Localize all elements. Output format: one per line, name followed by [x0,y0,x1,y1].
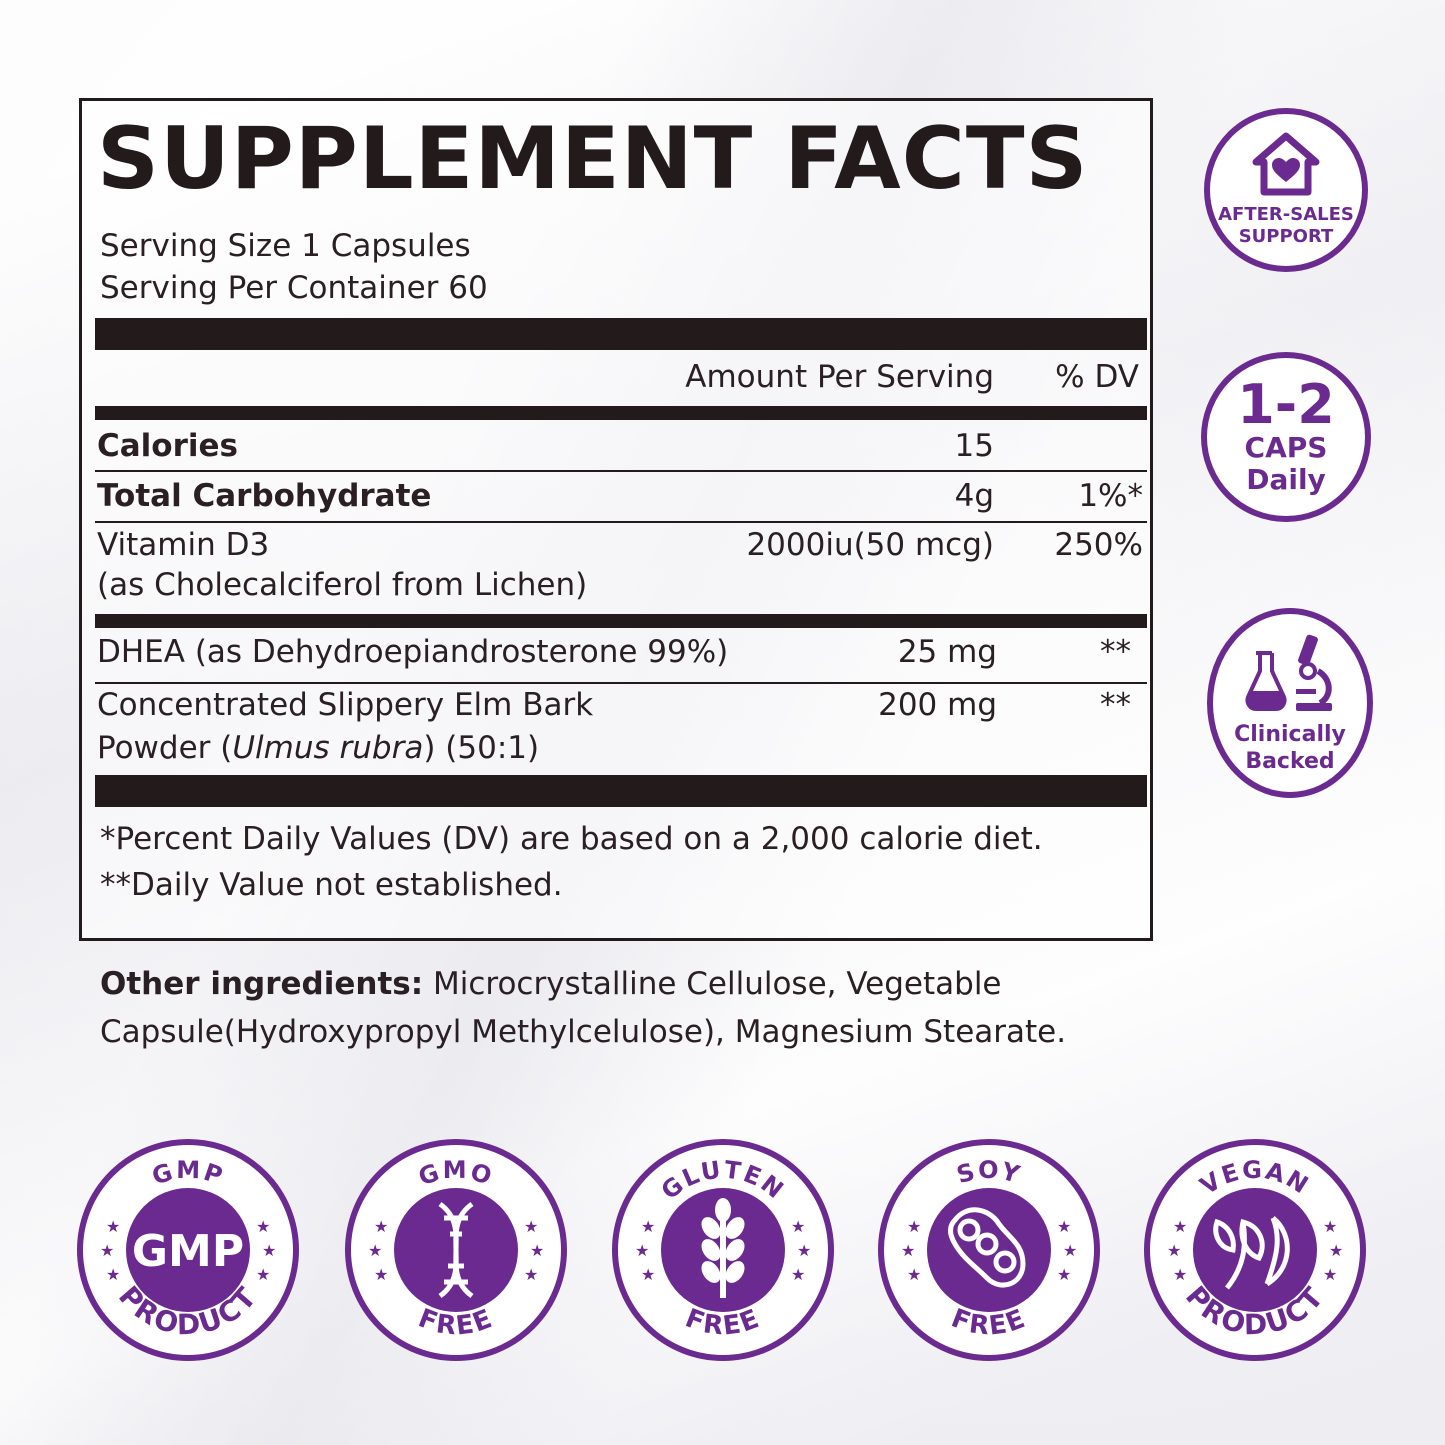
svg-text:★: ★ [1173,1217,1187,1236]
row-amount-calories: 15 [954,428,994,464]
svg-text:★: ★ [791,1265,805,1284]
thick-divider [95,318,1147,350]
row-divider [95,682,1147,684]
svg-text:★: ★ [907,1217,921,1236]
svg-text:★: ★ [907,1265,921,1284]
caps-label: CAPS [1244,430,1328,464]
wheat-icon [701,1198,745,1298]
svg-text:★: ★ [256,1217,270,1236]
svg-text:★: ★ [1173,1265,1187,1284]
gmo-free-seal: GMO FREE ★★★ ★★★ [345,1139,567,1361]
svg-text:★: ★ [374,1265,388,1284]
svg-text:★: ★ [106,1217,120,1236]
svg-text:★: ★ [1167,1241,1181,1260]
row-sub-vitamin-d3: (as Cholecalciferol from Lichen) [97,567,588,603]
lab-flask-microscope-icon [1245,634,1332,711]
svg-text:★: ★ [368,1241,382,1260]
svg-text:★: ★ [1323,1265,1337,1284]
row-name-dhea: DHEA (as Dehydroepiandrosterone 99%) [97,634,729,670]
row-sub-slippery-elm: Powder (Ulmus rubra) (50:1) [97,730,540,766]
row-amount-dhea: 25 mg [897,634,997,670]
row-divider [95,470,1147,472]
supplement-facts-panel [79,98,1153,941]
gmp-product-seal: GMP PRODUCT GMP ★★★ ★★★ [77,1139,299,1361]
svg-text:★: ★ [530,1241,544,1260]
after-sales-line1: AFTER-SALES [1218,203,1354,225]
svg-text:★: ★ [100,1241,114,1260]
svg-text:★: ★ [1057,1217,1071,1236]
row-name-calories: Calories [97,428,238,464]
clinically-line1: Clinically [1234,721,1346,747]
row-divider [95,521,1147,523]
svg-text:★: ★ [524,1217,538,1236]
footnote-not-established: **Daily Value not established. [100,867,563,903]
vegan-product-seal: VEGAN PRODUCT ★★★ ★★★ [1144,1139,1366,1361]
facts-title: SUPPLEMENT FACTS [97,109,1089,209]
svg-text:★: ★ [524,1265,538,1284]
footnote-dv: *Percent Daily Values (DV) are based on … [100,821,1043,857]
row-amount-slippery-elm: 200 mg [878,687,997,723]
svg-text:★: ★ [901,1241,915,1260]
svg-text:★: ★ [1323,1217,1337,1236]
bottom-thick-divider [95,775,1147,807]
svg-text:★: ★ [1329,1241,1343,1260]
svg-text:★: ★ [791,1217,805,1236]
row-amount-carbohydrate: 4g [954,478,994,514]
gmp-center-text: GMP [132,1226,244,1277]
row-dv-dhea: ** [1100,634,1131,670]
svg-text:★: ★ [106,1265,120,1284]
dosage-badge: 1-2 CAPS Daily [1201,352,1371,522]
svg-text:★: ★ [635,1241,649,1260]
serving-size: Serving Size 1 Capsules [100,228,471,264]
dna-icon [438,1201,474,1299]
svg-text:★: ★ [256,1265,270,1284]
header-amount: Amount Per Serving [685,359,994,395]
svg-text:★: ★ [797,1241,811,1260]
gluten-free-seal: GLUTEN FREE ★★★ ★★★ [612,1139,834,1361]
stars-icon: ★ ★ ★ ★ ★ ★ [100,1217,276,1284]
other-ingredients: Other ingredients: Microcrystalline Cell… [100,966,1067,1051]
soybean-icon [948,1207,1026,1288]
header-dv: % DV [1055,359,1139,395]
svg-text:★: ★ [262,1241,276,1260]
svg-text:★: ★ [1057,1265,1071,1284]
leaf-icon [1213,1216,1290,1290]
svg-text:★: ★ [1063,1241,1077,1260]
svg-text:★: ★ [641,1265,655,1284]
header-divider [95,406,1147,420]
row-dv-slippery-elm: ** [1100,687,1131,723]
section-divider [95,614,1147,628]
svg-text:★: ★ [641,1217,655,1236]
house-heart-icon [1252,132,1320,195]
clinically-line2: Backed [1245,749,1335,774]
serving-per-container: Serving Per Container 60 [100,270,488,306]
daily-label: Daily [1246,463,1326,496]
row-name-slippery-elm: Concentrated Slippery Elm Bark [97,687,594,723]
svg-text:★: ★ [374,1217,388,1236]
after-sales-line2: SUPPORT [1238,226,1334,247]
soy-free-seal: SOY FREE ★★★ ★★★ [878,1139,1100,1361]
row-dv-carbohydrate: 1%* [1078,478,1143,514]
row-amount-vitamin-d3: 2000iu(50 mcg) [746,527,994,563]
caps-count: 1-2 [1237,372,1335,436]
row-dv-vitamin-d3: 250% [1054,527,1143,563]
clinically-backed-badge: Clinically Backed [1207,608,1373,798]
row-name-carbohydrate: Total Carbohydrate [97,478,432,514]
svg-text:SOY: SOY [953,1156,1024,1189]
row-name-vitamin-d3: Vitamin D3 [97,527,270,563]
after-sales-badge: AFTER-SALES SUPPORT [1204,108,1368,272]
